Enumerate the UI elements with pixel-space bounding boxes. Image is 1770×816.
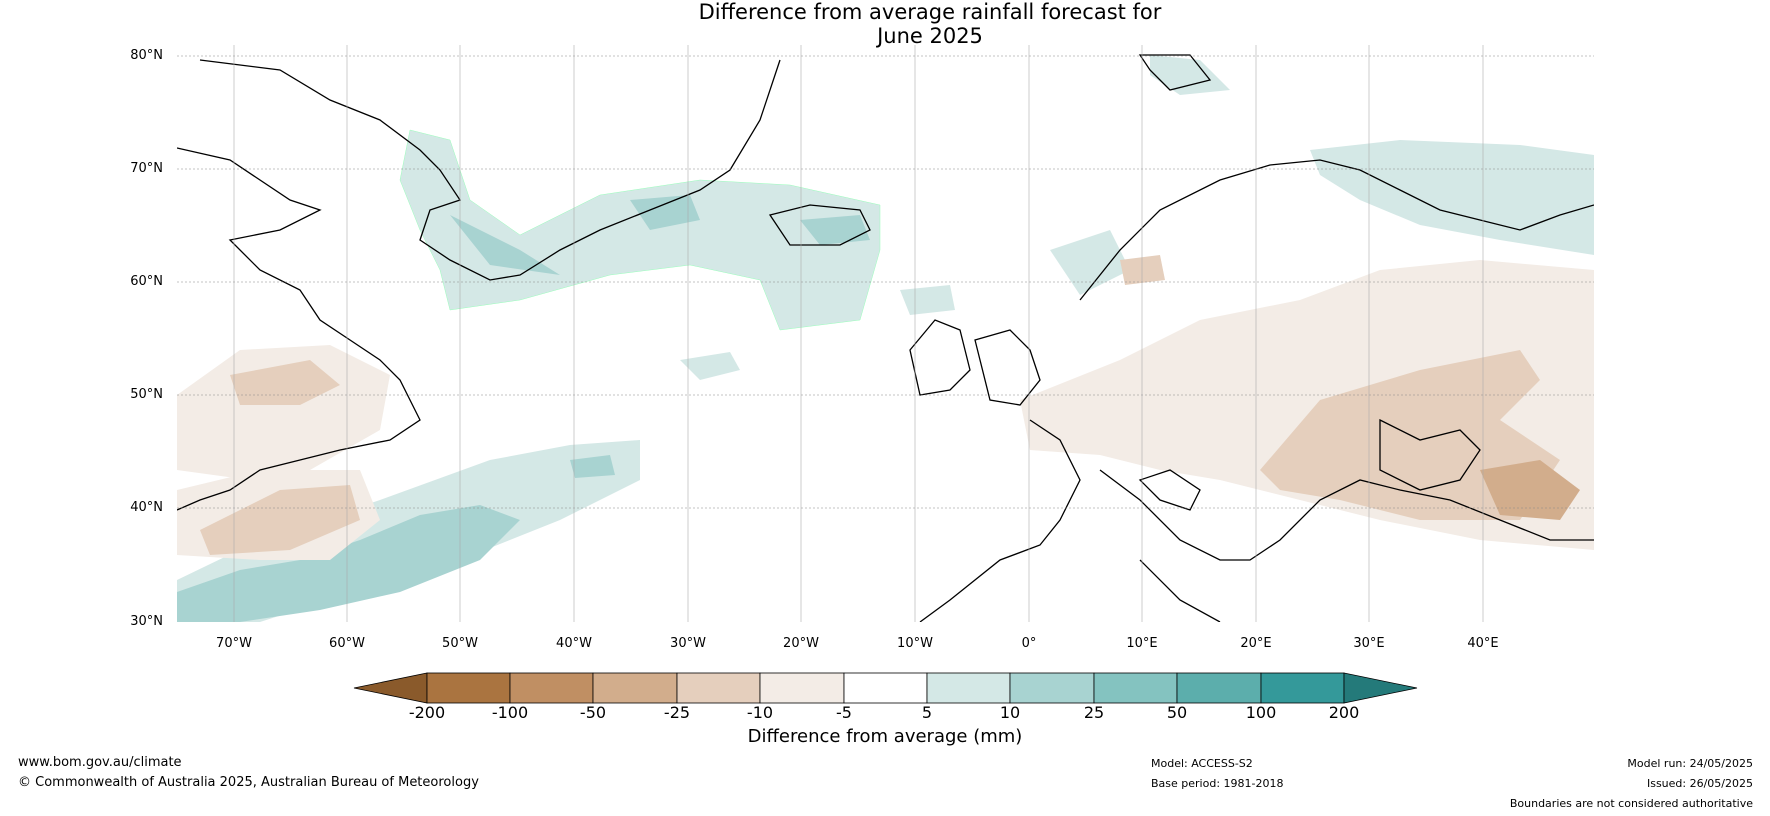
colorbar-title: Difference from average (mm) bbox=[747, 726, 1023, 747]
colorbar-tick: -50 bbox=[579, 703, 607, 722]
wet-anomaly-greenland bbox=[399, 129, 881, 331]
lat-label-70n: 70°N bbox=[130, 161, 163, 176]
colorbar-bin bbox=[759, 672, 845, 704]
colorbar-bin bbox=[426, 672, 511, 704]
colorbar-tick: -100 bbox=[491, 703, 529, 722]
lon-label-10e: 10°E bbox=[1126, 636, 1158, 651]
footer-website: www.bom.gov.au/climate bbox=[18, 755, 182, 770]
colorbar-tick: 10 bbox=[999, 703, 1021, 722]
title-line-2: June 2025 bbox=[877, 24, 983, 48]
wet-anomaly-norway bbox=[1050, 230, 1130, 295]
colorbar-extend-low bbox=[353, 672, 428, 704]
footer-model: Model: ACCESS-S2 bbox=[1151, 757, 1253, 770]
colorbar-bin bbox=[1260, 672, 1345, 704]
colorbar-tick: -25 bbox=[663, 703, 691, 722]
dry-anomaly-newfoundland-core bbox=[230, 360, 340, 405]
wet-anomaly-mid-atlantic bbox=[680, 352, 740, 380]
colorbar-bin bbox=[926, 672, 1011, 704]
lat-label-50n: 50°N bbox=[130, 387, 163, 402]
footer-base-period: Base period: 1981-2018 bbox=[1151, 777, 1284, 790]
coastlines bbox=[177, 54, 1594, 622]
lon-label-10w: 10°W bbox=[897, 636, 933, 651]
footer-model-run: Model run: 24/05/2025 bbox=[1627, 757, 1753, 770]
rainfall-anomaly-layer bbox=[177, 54, 1594, 622]
wet-anomaly-north-sea bbox=[900, 285, 955, 315]
colorbar-bin bbox=[843, 672, 928, 704]
meridians bbox=[233, 45, 1484, 622]
map-title: Difference from average rainfall forecas… bbox=[0, 0, 1770, 48]
colorbar-bin bbox=[1176, 672, 1262, 704]
lon-label-70w: 70°W bbox=[216, 636, 252, 651]
colorbar-extend-high bbox=[1343, 672, 1418, 704]
wet-anomaly-atlantic-core bbox=[177, 455, 615, 622]
colorbar-tick: 5 bbox=[921, 703, 933, 722]
lat-label-40n: 40°N bbox=[130, 500, 163, 515]
lat-label-60n: 60°N bbox=[130, 274, 163, 289]
wet-anomaly-svalbard bbox=[1150, 55, 1230, 95]
lat-label-80n: 80°N bbox=[130, 48, 163, 63]
lon-label-40w: 40°W bbox=[556, 636, 592, 651]
lon-label-60w: 60°W bbox=[329, 636, 365, 651]
lon-label-30w: 30°W bbox=[670, 636, 706, 651]
lon-label-50w: 50°W bbox=[442, 636, 478, 651]
graticule bbox=[177, 55, 1594, 509]
footer-disclaimer: Boundaries are not considered authoritat… bbox=[1509, 797, 1753, 810]
colorbar-tick: 25 bbox=[1083, 703, 1105, 722]
dry-anomaly-caucasus-core bbox=[1480, 460, 1580, 520]
footer-issued: Issued: 26/05/2025 bbox=[1646, 777, 1753, 790]
colorbar-tick: 100 bbox=[1245, 703, 1277, 722]
colorbar-tick: -200 bbox=[408, 703, 446, 722]
colorbar-bin bbox=[1009, 672, 1095, 704]
lon-label-40e: 40°E bbox=[1467, 636, 1499, 651]
lat-label-30n: 30°N bbox=[130, 614, 163, 629]
lon-label-20w: 20°W bbox=[783, 636, 819, 651]
colorbar-tick: 50 bbox=[1166, 703, 1188, 722]
colorbar-bin bbox=[1093, 672, 1178, 704]
dry-anomaly-finland bbox=[1120, 255, 1165, 285]
dry-anomaly-gulf-core bbox=[200, 485, 360, 555]
colorbar-bin bbox=[509, 672, 594, 704]
lon-label-30e: 30°E bbox=[1353, 636, 1385, 651]
footer-copyright: © Commonwealth of Australia 2025, Austra… bbox=[18, 775, 479, 790]
colorbar-bin bbox=[592, 672, 678, 704]
title-line-1: Difference from average rainfall forecas… bbox=[698, 0, 1162, 24]
colorbar-tick: -5 bbox=[836, 703, 852, 722]
dry-anomaly-newfoundland bbox=[177, 345, 390, 480]
colorbar-tick: -10 bbox=[746, 703, 774, 722]
lon-label-0: 0° bbox=[1021, 636, 1037, 651]
lon-label-20e: 20°E bbox=[1240, 636, 1272, 651]
wet-anomaly-greenland-core bbox=[450, 195, 870, 275]
colorbar bbox=[353, 672, 1418, 704]
colorbar-tick: 200 bbox=[1328, 703, 1360, 722]
wet-anomaly-barents bbox=[1310, 140, 1594, 255]
colorbar-bin bbox=[676, 672, 761, 704]
